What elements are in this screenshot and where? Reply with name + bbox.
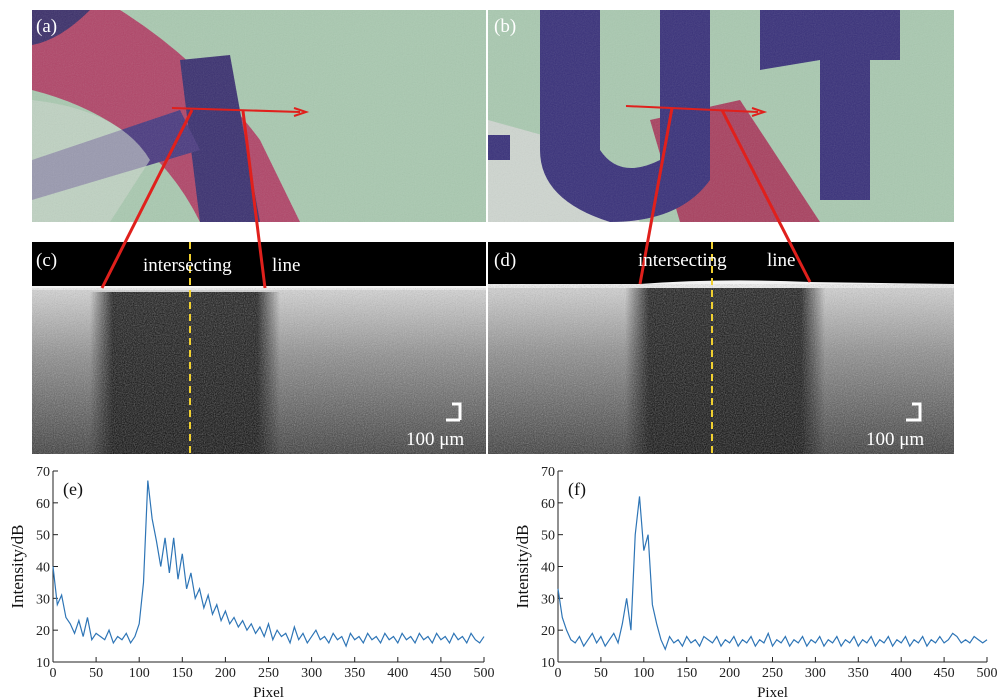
x-tick-label: 0 [50,666,57,681]
x-tick-label: 200 [719,666,740,681]
x-tick-label: 50 [89,666,103,681]
x-tick-label: 500 [474,666,495,681]
panel-label: (d) [494,250,516,271]
x-tick-label: 400 [387,666,408,681]
x-tick-label: 300 [301,666,322,681]
x-tick-label: 250 [762,666,783,681]
y-axis-label: Intensity/dB [8,524,27,608]
y-tick-label: 50 [541,529,555,544]
panel-label: (c) [36,250,57,271]
x-tick-label: 500 [977,666,998,681]
y-tick-label: 70 [36,465,50,480]
y-tick-label: 30 [541,592,555,607]
y-tick-label: 20 [541,624,555,639]
x-tick-label: 200 [215,666,236,681]
oct-d [488,242,954,454]
connectors [100,105,812,289]
y-tick-label: 20 [36,624,50,639]
x-axis-label: Pixel [253,685,284,700]
x-tick-label: 150 [676,666,697,681]
scale-bar-label: 100 μm [866,429,924,450]
photo-b [488,10,954,222]
y-tick-label: 50 [36,529,50,544]
scale-bar-label: 100 μm [406,429,464,450]
x-tick-label: 100 [633,666,654,681]
data-line [52,480,485,648]
data-line [557,496,988,651]
photo-a [32,10,486,222]
y-tick-label: 30 [36,592,50,607]
x-tick-label: 300 [805,666,826,681]
annotation: intersecting [638,250,727,271]
x-tick-label: 350 [344,666,365,681]
x-tick-label: 450 [430,666,451,681]
x-axis-label: Pixel [757,685,788,700]
oct-c [32,242,486,454]
annotation: intersecting [143,255,232,276]
panel-label: (b) [494,16,516,37]
y-tick-label: 40 [541,561,555,576]
panel-label: (e) [63,479,83,500]
y-tick-label: 40 [36,561,50,576]
panel-label: (a) [36,16,57,37]
annotation: line [767,250,796,271]
panel-label: (f) [568,479,586,500]
y-tick-label: 60 [36,497,50,512]
x-tick-label: 50 [594,666,608,681]
y-tick-label: 10 [36,656,50,671]
y-axis-label: Intensity/dB [513,524,532,608]
x-tick-label: 250 [258,666,279,681]
x-tick-label: 350 [848,666,869,681]
x-tick-label: 0 [555,666,562,681]
y-tick-label: 70 [541,465,555,480]
y-tick-label: 10 [541,656,555,671]
x-tick-label: 150 [172,666,193,681]
x-tick-label: 100 [129,666,150,681]
x-tick-label: 400 [891,666,912,681]
y-tick-label: 60 [541,497,555,512]
x-tick-label: 450 [934,666,955,681]
annotation: line [272,255,301,276]
